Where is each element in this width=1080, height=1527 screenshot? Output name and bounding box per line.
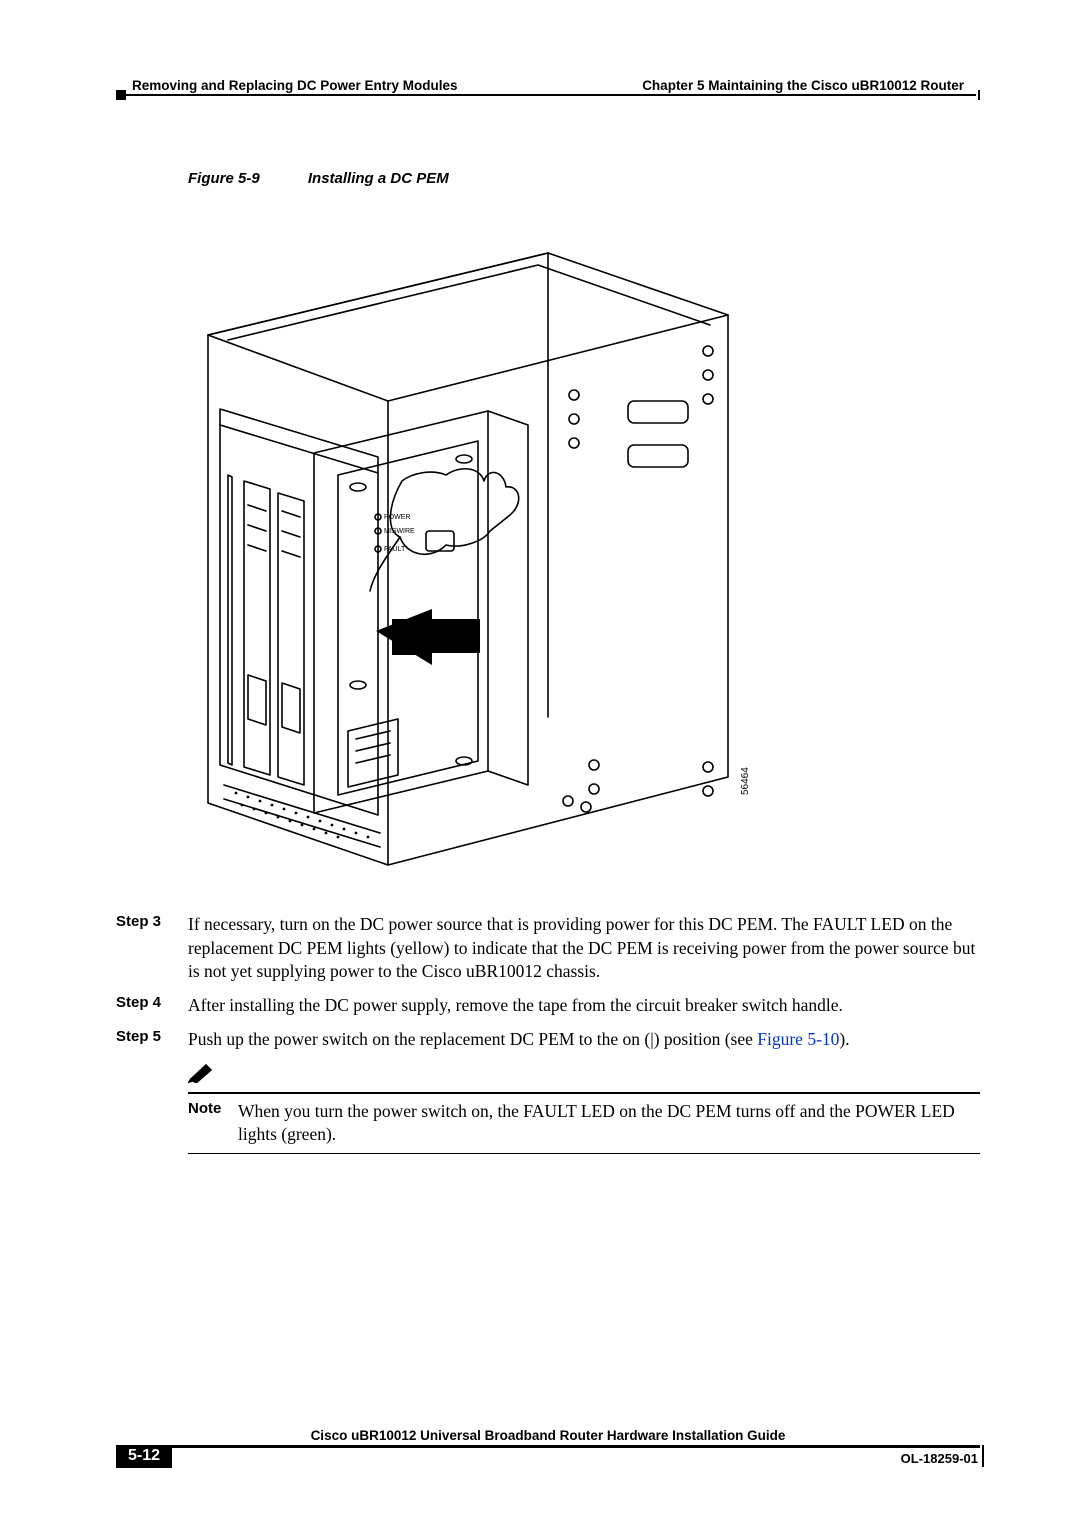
header-chapter-title: Chapter 5 Maintaining the Cisco uBR10012… xyxy=(642,78,964,93)
footer-rule xyxy=(116,1445,980,1448)
footer-tick-icon xyxy=(982,1445,984,1467)
note-text: When you turn the power switch on, the F… xyxy=(238,1100,980,1147)
step5-prefix: Push up the power switch on the replacem… xyxy=(188,1029,757,1049)
svg-text:POWER: POWER xyxy=(384,514,410,521)
step-label: Step 3 xyxy=(116,913,188,930)
footer-bar: 5-12 OL-18259-01 xyxy=(116,1445,980,1469)
step-text: Push up the power switch on the replacem… xyxy=(188,1028,980,1052)
running-header: Removing and Replacing DC Power Entry Mo… xyxy=(116,78,980,100)
step-list: Step 3 If necessary, turn on the DC powe… xyxy=(116,913,980,1154)
step-text: If necessary, turn on the DC power sourc… xyxy=(188,913,980,984)
note-label: Note xyxy=(188,1100,238,1117)
step-row: Step 3 If necessary, turn on the DC powe… xyxy=(116,913,980,984)
step-label: Step 4 xyxy=(116,994,188,1011)
doc-number: OL-18259-01 xyxy=(901,1451,978,1466)
figure-id: 56464 xyxy=(740,767,751,795)
note-rule-bottom xyxy=(188,1153,980,1154)
note-pen-icon xyxy=(188,1061,216,1083)
header-section-title: Removing and Replacing DC Power Entry Mo… xyxy=(132,78,458,93)
step-text: After installing the DC power supply, re… xyxy=(188,994,980,1018)
header-tick-icon xyxy=(978,90,980,100)
figure-number: Figure 5-9 xyxy=(188,170,260,187)
svg-text:MISWIRE: MISWIRE xyxy=(384,528,415,535)
step5-suffix: ). xyxy=(839,1029,849,1049)
figure-diagram: POWER MISWIRE FAULT 56464 xyxy=(188,205,758,875)
figure-link[interactable]: Figure 5-10 xyxy=(757,1029,839,1049)
step-label: Step 5 xyxy=(116,1028,188,1045)
step-row: Step 4 After installing the DC power sup… xyxy=(116,994,980,1018)
step-row: Step 5 Push up the power switch on the r… xyxy=(116,1028,980,1052)
figure-caption: Figure 5-9 Installing a DC PEM xyxy=(188,170,980,187)
footer-guide-title: Cisco uBR10012 Universal Broadband Route… xyxy=(116,1428,980,1443)
header-rule xyxy=(120,94,976,96)
page-footer: Cisco uBR10012 Universal Broadband Route… xyxy=(116,1428,980,1469)
svg-text:FAULT: FAULT xyxy=(384,546,406,553)
page-number-chip: 5-12 xyxy=(116,1445,172,1468)
note-row: Note When you turn the power switch on, … xyxy=(188,1100,980,1147)
note-rule-top xyxy=(188,1092,980,1094)
page: Removing and Replacing DC Power Entry Mo… xyxy=(0,0,1080,1527)
figure-title: Installing a DC PEM xyxy=(308,170,449,187)
note-block: Note When you turn the power switch on, … xyxy=(188,1061,980,1154)
